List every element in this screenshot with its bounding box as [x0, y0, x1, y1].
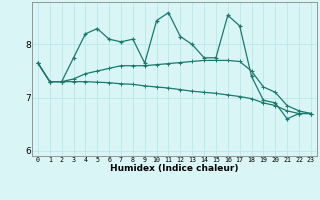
X-axis label: Humidex (Indice chaleur): Humidex (Indice chaleur): [110, 164, 239, 173]
